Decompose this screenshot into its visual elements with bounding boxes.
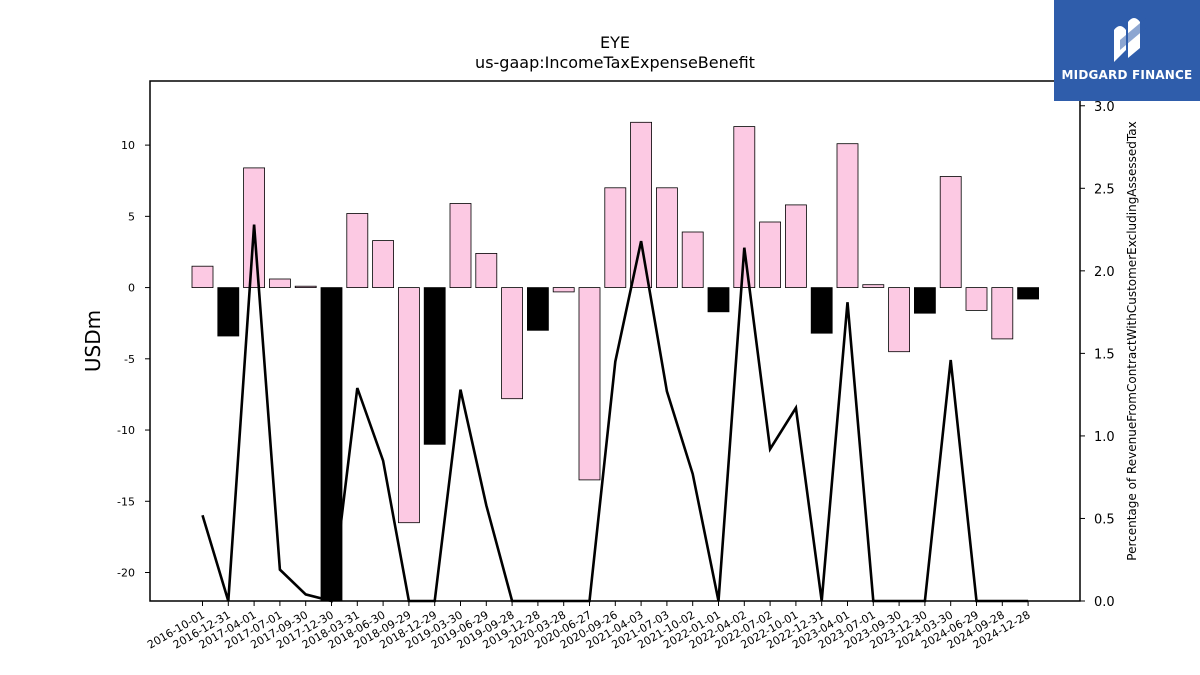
bar — [449, 203, 472, 288]
y-tick-label: -15 — [117, 495, 135, 508]
y2-tick-label: 2.5 — [1094, 182, 1115, 197]
logo-mark-icon — [1114, 18, 1146, 62]
bar — [423, 287, 446, 445]
bars-group — [191, 121, 1039, 602]
bar — [656, 187, 678, 288]
bar — [552, 287, 575, 293]
y-tick-label: 5 — [128, 210, 135, 223]
y-tick-label: -20 — [117, 567, 135, 580]
bar — [475, 252, 498, 288]
y-tick-label: 0 — [128, 282, 135, 295]
x-axis: 2016-10-012016-12-312017-04-012017-07-01… — [145, 601, 1033, 652]
y2-tick-label: 1.0 — [1094, 430, 1115, 445]
y-tick-label: 10 — [121, 139, 135, 152]
plot-frame — [149, 80, 1081, 602]
y-axis-label: USDm — [81, 310, 105, 372]
bar — [785, 204, 807, 288]
bar — [346, 213, 369, 288]
y2-tick-label: 2.0 — [1094, 265, 1115, 280]
chart-subtitle: us-gaap:IncomeTaxExpenseBenefit — [475, 53, 755, 72]
bar — [733, 126, 756, 288]
bar — [681, 231, 704, 288]
bar — [630, 121, 652, 289]
bar — [810, 287, 833, 334]
bar — [759, 221, 781, 288]
bar — [320, 287, 343, 602]
y2-axis-label: Percentage of RevenueFromContractWithCus… — [1125, 121, 1139, 560]
bar — [862, 284, 885, 288]
bar — [217, 287, 240, 337]
bar — [294, 285, 317, 289]
bar — [939, 176, 962, 288]
bar — [397, 287, 420, 524]
bar — [888, 287, 910, 353]
bar — [914, 287, 936, 314]
brand-logo: MIDGARD FINANCE — [1054, 0, 1200, 101]
y-tick-label: -10 — [117, 424, 135, 437]
left-axis: -20 -15 -10 -5 0 5 10 — [117, 139, 150, 580]
y2-tick-label: 3.0 — [1094, 100, 1115, 115]
bar — [965, 287, 988, 311]
y2-tick-label: 0.0 — [1094, 595, 1115, 610]
y-tick-label: -5 — [124, 353, 135, 366]
y2-tick-label: 0.5 — [1094, 512, 1115, 527]
right-axis: 0.0 0.5 1.0 1.5 2.0 2.5 3.0 — [1080, 100, 1115, 610]
bar — [578, 287, 601, 481]
brand-name: MIDGARD FINANCE — [1061, 68, 1193, 82]
bar — [191, 265, 214, 289]
chart-title: EYE — [600, 33, 630, 52]
bar — [1017, 287, 1039, 300]
y2-tick-label: 1.5 — [1094, 347, 1115, 362]
bar — [707, 287, 730, 313]
bar — [527, 287, 549, 331]
bar — [991, 287, 1014, 340]
bar — [604, 187, 627, 288]
bar — [268, 278, 291, 288]
bar — [372, 240, 395, 289]
bar — [501, 287, 524, 400]
bar — [836, 143, 859, 288]
